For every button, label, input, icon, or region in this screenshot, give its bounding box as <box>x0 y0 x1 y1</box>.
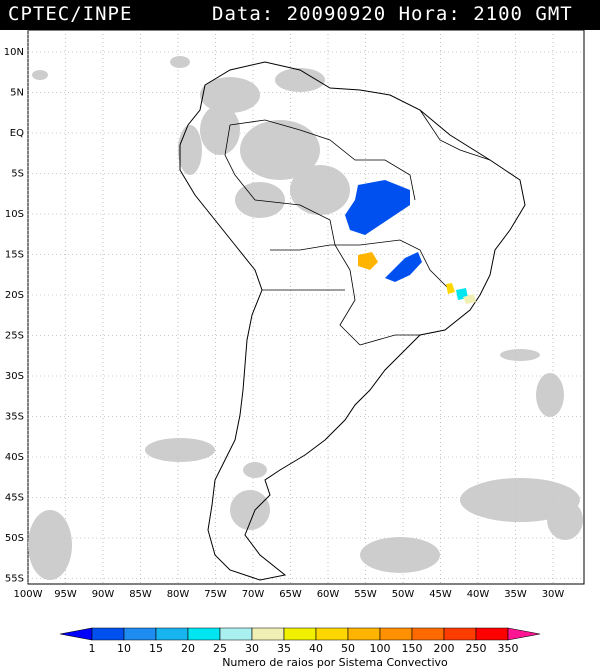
legend-value-label: 200 <box>434 642 455 655</box>
lon-label: 75W <box>204 589 227 600</box>
legend-swatch <box>315 627 349 641</box>
source-label: CPTEC/INPE <box>8 3 133 25</box>
legend-swatch <box>155 627 189 641</box>
lat-label: 50S <box>5 533 24 544</box>
lat-label: 35S <box>5 412 24 423</box>
lon-label: 85W <box>129 589 152 600</box>
lat-label: 45S <box>5 493 24 504</box>
lon-label: 60W <box>317 589 340 600</box>
pale-cluster-coast <box>463 294 476 304</box>
lon-label: 50W <box>392 589 415 600</box>
latitude-labels: 10N 5N EQ 5S 10S 15S 20S 25S 30S 35S 40S 45S 50S 55S <box>4 47 24 585</box>
legend-value-label: 250 <box>466 642 487 655</box>
legend-value-label: 150 <box>402 642 423 655</box>
orange-cluster-west <box>358 252 378 270</box>
legend-swatch <box>187 627 221 641</box>
lon-label: 30W <box>542 589 565 600</box>
legend-swatch <box>379 627 413 641</box>
lon-label: 65W <box>279 589 302 600</box>
south-america-outline <box>179 61 526 581</box>
lon-label: 35W <box>504 589 527 600</box>
legend-value-label: 1 <box>89 642 96 655</box>
lon-label: 70W <box>242 589 265 600</box>
legend-swatch <box>411 627 445 641</box>
legend-swatch <box>123 627 157 641</box>
convective-systems <box>345 180 476 304</box>
lat-label: 10N <box>4 47 24 58</box>
legend-value-label: 15 <box>149 642 163 655</box>
legend-value-label: 25 <box>213 642 227 655</box>
country-borders <box>224 109 491 346</box>
lat-label: 20S <box>5 290 24 301</box>
legend-value-label: 30 <box>245 642 259 655</box>
legend-swatch <box>219 627 253 641</box>
legend-swatch <box>251 627 285 641</box>
blue-cluster-north <box>345 180 410 235</box>
graticule <box>27 30 584 584</box>
yellow-cluster-east <box>446 283 455 294</box>
legend-value-label: 50 <box>341 642 355 655</box>
lon-label: 95W <box>54 589 77 600</box>
lat-label: EQ <box>10 128 24 139</box>
legend-swatch <box>347 627 381 641</box>
lon-label: 40W <box>467 589 490 600</box>
legend-value-label: 350 <box>498 642 519 655</box>
legend-value-label: 10 <box>117 642 131 655</box>
lat-label: 55S <box>5 574 24 585</box>
lat-label: 5N <box>10 88 24 99</box>
lat-label: 25S <box>5 331 24 342</box>
lon-label: 55W <box>354 589 377 600</box>
legend-swatch <box>475 627 509 641</box>
lon-label: 90W <box>92 589 115 600</box>
lat-label: 15S <box>5 250 24 261</box>
blue-cluster-south <box>385 252 422 282</box>
legend-value-label: 100 <box>370 642 391 655</box>
title-bar: CPTEC/INPE Data: 20090920 Hora: 2100 GMT <box>0 0 600 30</box>
lat-label: 5S <box>11 169 24 180</box>
legend-value-label: 40 <box>309 642 323 655</box>
color-legend-labels: 1 10 15 20 25 30 35 40 50 100 150 200 250 350 <box>89 642 519 655</box>
lon-label: 100W <box>14 589 43 600</box>
legend-swatch <box>59 627 93 641</box>
lat-label: 10S <box>5 209 24 220</box>
legend-swatch <box>91 627 125 641</box>
lon-label: 80W <box>167 589 190 600</box>
legend-value-label: 35 <box>277 642 291 655</box>
color-legend <box>59 627 541 641</box>
legend-swatch <box>283 627 317 641</box>
lon-label: 45W <box>429 589 452 600</box>
lat-label: 30S <box>5 371 24 382</box>
lat-label: 40S <box>5 452 24 463</box>
datetime-label: Data: 20090920 Hora: 2100 GMT <box>212 3 573 25</box>
legend-value-label: 20 <box>181 642 195 655</box>
legend-swatch <box>507 627 541 641</box>
longitude-labels: 100W 95W 90W 85W 80W 75W 70W 65W 60W 55W 50W 45W 40W… <box>14 589 565 600</box>
legend-title: Numero de raios por Sistema Convectivo <box>222 656 448 669</box>
legend-swatch <box>443 627 477 641</box>
